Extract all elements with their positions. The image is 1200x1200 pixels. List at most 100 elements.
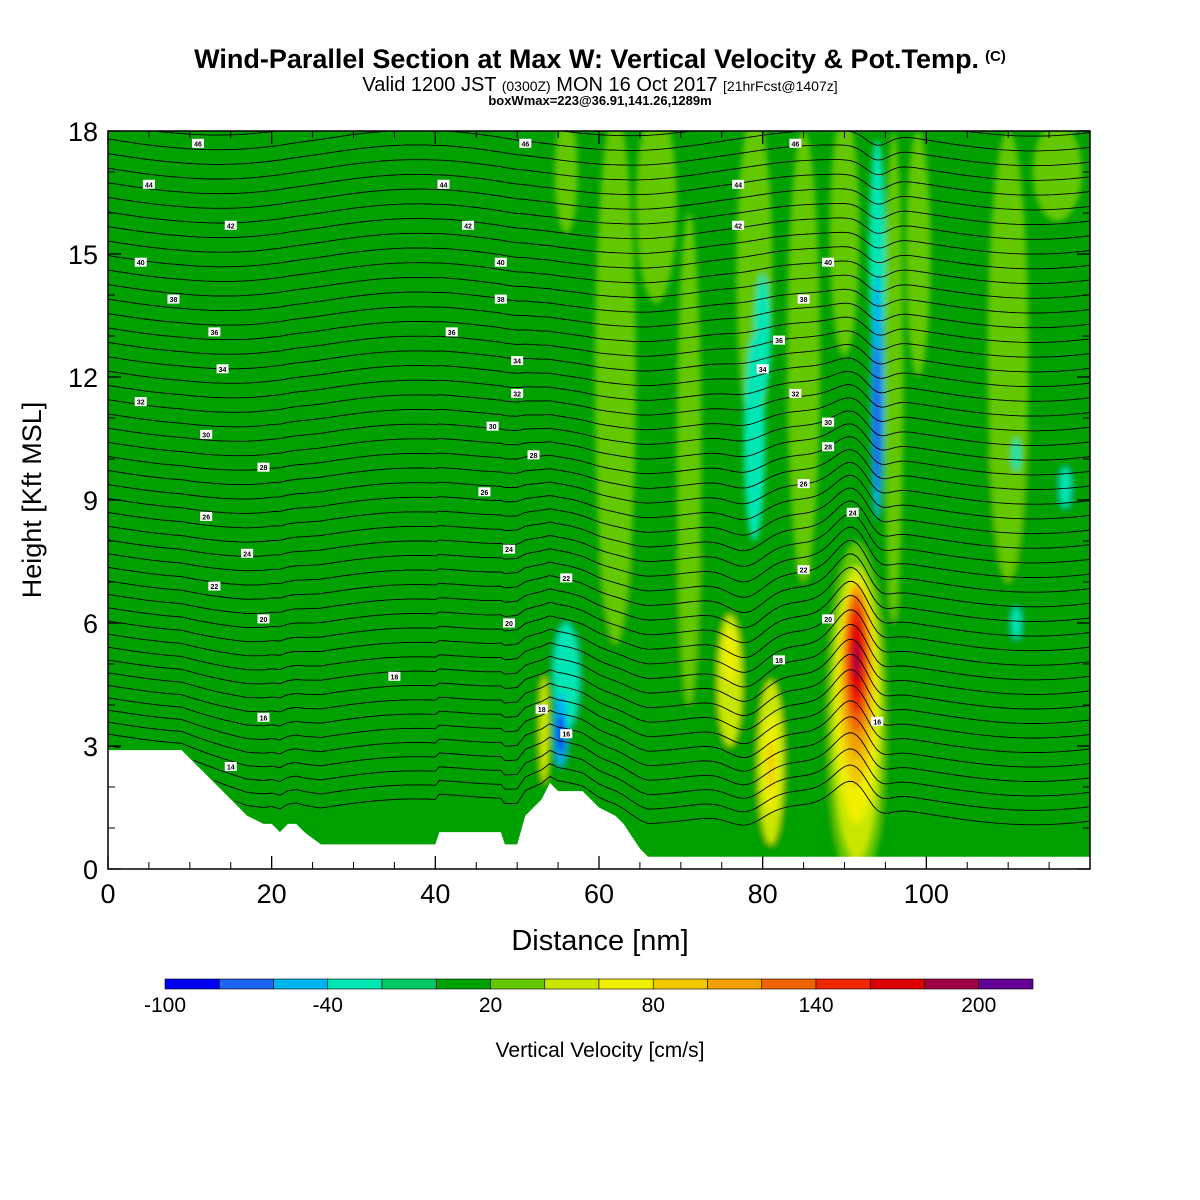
theta-label-bg — [192, 138, 205, 148]
theta-isoline — [108, 669, 1090, 731]
theta-label: 20 — [257, 614, 270, 624]
velocity-feature — [554, 131, 578, 234]
theta-label-bg — [241, 548, 254, 558]
theta-label: 38 — [797, 294, 810, 304]
colorbar-tick-label: 80 — [642, 994, 665, 1017]
theta-label-bg — [478, 487, 491, 497]
chart-title: Wind-Parallel Section at Max W: Vertical… — [0, 44, 1200, 75]
theta-label-bg — [511, 388, 524, 398]
theta-label-bg — [535, 704, 548, 714]
x-tick-label: 0 — [100, 879, 115, 909]
theta-label: 28 — [257, 462, 270, 472]
velocity-feature — [767, 741, 775, 792]
theta-label-text: 30 — [489, 424, 497, 431]
theta-isoline — [108, 288, 1090, 314]
colorbar-swatch — [164, 978, 220, 990]
theta-label-bg — [208, 327, 221, 337]
theta-isoline — [108, 357, 1090, 388]
velocity-feature — [905, 131, 931, 377]
theta-isoline — [108, 217, 1090, 240]
theta-isoline — [108, 581, 1090, 644]
theta-isoline — [108, 344, 1090, 373]
theta-label: 38 — [494, 294, 507, 304]
theta-label-bg — [511, 356, 524, 366]
theta-label: 14 — [224, 762, 237, 772]
theta-label-bg — [871, 716, 884, 726]
colorbar-tick-label: -40 — [313, 994, 343, 1017]
theta-label: 42 — [732, 220, 745, 230]
x-tick-label: 20 — [257, 879, 287, 909]
theta-label: 26 — [797, 479, 810, 489]
theta-label-bg — [437, 179, 450, 189]
colorbar-swatch — [544, 978, 600, 990]
theta-label-bg — [216, 364, 229, 374]
subtitle-date: MON 16 Oct 2017 — [556, 74, 718, 96]
theta-isoline — [108, 461, 1090, 505]
chart-subtitle: Valid 1200 JST (0300Z) MON 16 Oct 2017 [… — [0, 74, 1200, 97]
theta-isoline — [234, 775, 1090, 826]
theta-label-text: 32 — [137, 400, 145, 407]
subtitle-forecast: [21hrFcst@1407z] — [723, 78, 838, 94]
theta-isoline — [108, 487, 1090, 536]
theta-label-bg — [224, 220, 237, 230]
velocity-feature — [594, 131, 636, 644]
colorbar-swatch — [815, 978, 871, 990]
theta-label-text: 30 — [824, 420, 832, 427]
theta-label-text: 22 — [210, 584, 218, 591]
theta-label-text: 14 — [227, 765, 235, 772]
theta-label-text: 32 — [513, 391, 521, 398]
theta-label: 44 — [437, 179, 450, 189]
theta-isoline — [108, 700, 1090, 758]
theta-label: 26 — [200, 511, 213, 521]
theta-label: 24 — [846, 507, 859, 517]
theta-label: 30 — [200, 429, 213, 439]
theta-isoline — [108, 173, 1090, 196]
theta-label-bg — [797, 565, 810, 575]
theta-label-text: 40 — [824, 260, 832, 267]
theta-isoline — [108, 316, 1090, 343]
theta-label-bg — [797, 479, 810, 489]
theta-label-bg — [789, 138, 802, 148]
theta-label: 40 — [494, 257, 507, 267]
theta-isoline — [108, 540, 1090, 598]
theta-label-bg — [797, 294, 810, 304]
theta-label-text: 42 — [734, 223, 742, 230]
theta-label: 22 — [208, 581, 221, 591]
theta-label-text: 36 — [775, 338, 783, 345]
theta-label-text: 40 — [497, 260, 505, 267]
theta-label: 42 — [462, 220, 475, 230]
theta-label: 34 — [756, 364, 769, 374]
colorbar-swatch — [598, 978, 654, 990]
theta-label-text: 36 — [210, 330, 218, 337]
theta-label-bg — [134, 397, 147, 407]
theta-isoline — [108, 500, 1090, 552]
theta-isoline — [108, 638, 1090, 702]
velocity-feature — [787, 131, 820, 582]
theta-label-bg — [822, 417, 835, 427]
theta-label-text: 42 — [464, 223, 472, 230]
theta-label-text: 38 — [497, 297, 505, 304]
theta-label-text: 36 — [448, 330, 456, 337]
theta-isoline — [108, 71, 1090, 92]
theta-isoline — [108, 567, 1090, 629]
velocity-feature — [754, 274, 771, 398]
theta-label-bg — [732, 220, 745, 230]
colorbar-swatch — [381, 978, 437, 990]
theta-label: 34 — [216, 364, 229, 374]
theta-label-text: 18 — [391, 674, 399, 681]
theta-isoline — [108, 202, 1090, 226]
theta-isoline — [108, 654, 1090, 716]
theta-label-text: 16 — [260, 715, 268, 722]
y-tick-label: 12 — [68, 363, 98, 393]
colorbar-swatch — [327, 978, 383, 990]
colorbar-swatch — [218, 978, 274, 990]
theta-label: 18 — [535, 704, 548, 714]
theta-label: 46 — [519, 138, 532, 148]
theta-label-bg — [822, 257, 835, 267]
copyright-mark: (C) — [985, 48, 1006, 65]
theta-isoline — [108, 86, 1090, 107]
theta-label-text: 24 — [505, 547, 513, 554]
velocity-feature — [635, 131, 677, 304]
theta-label-text: 44 — [145, 182, 153, 189]
